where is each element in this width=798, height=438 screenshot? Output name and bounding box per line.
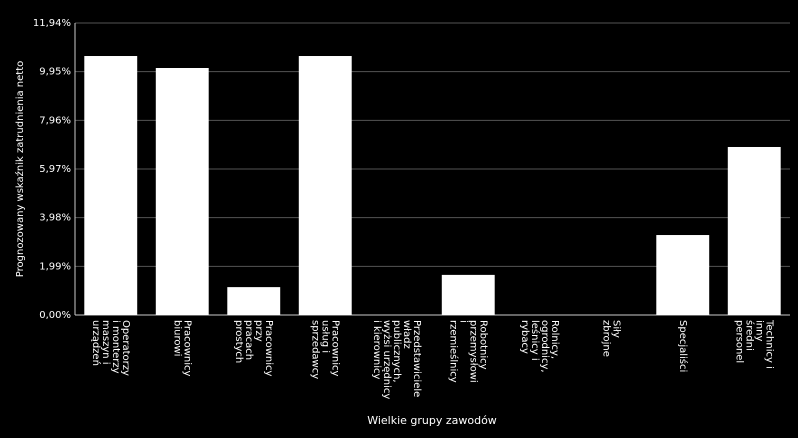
bar [84, 56, 138, 315]
x-tick-label: maszyn i [100, 320, 111, 365]
x-tick-label: Specjaliści [677, 320, 689, 372]
bar [227, 287, 281, 315]
x-tick-label: urządzeń [90, 320, 102, 366]
bar [298, 56, 352, 315]
x-tick-label: prostych [233, 320, 244, 363]
x-tick-label: biurowi [171, 320, 182, 356]
x-tick-label: i [457, 320, 468, 323]
x-tick-label: Pracownicy [263, 320, 274, 377]
bar [656, 235, 710, 315]
x-tick-label: Operatorzy [120, 320, 131, 376]
y-tick-label: 5,97% [39, 164, 71, 175]
x-tick-label: personel [733, 320, 744, 363]
x-tick-label: rzemieślnicy [447, 320, 459, 383]
x-tick-label: sprzedawcy [309, 320, 320, 379]
x-tick-label: władz [401, 320, 412, 349]
y-tick-label: 0,00% [39, 310, 71, 321]
x-tick-label: inny [753, 320, 764, 341]
x-tick-label: publicznych, [391, 320, 402, 383]
x-tick-label: średni [743, 320, 755, 351]
x-tick-label: Pracownicy [181, 320, 192, 377]
x-tick-label: leśnicy i [529, 320, 541, 361]
x-tick-label: Rolnicy, [549, 320, 560, 359]
x-tick-label: ogrodnicy, [539, 320, 550, 373]
x-tick-label: rybacy [519, 320, 530, 354]
y-tick-label: 11,94% [33, 18, 71, 29]
y-tick-label: 9,95% [39, 67, 71, 78]
x-tick-label: wyżsi urzędnicy [381, 320, 392, 399]
x-tick-label: przemysłowi [467, 320, 478, 383]
x-tick-label: i kierownicy [371, 320, 382, 379]
x-axis-label: Wielkie grupy zawodów [367, 414, 497, 427]
bar [155, 67, 209, 315]
x-tick-label: zbrojne [600, 320, 611, 357]
y-tick-label: 7,96% [39, 115, 71, 126]
x-tick-label: Robotnicy [477, 320, 488, 370]
x-tick-label: Siły [610, 320, 621, 338]
y-tick-label: 3,98% [39, 213, 71, 224]
x-tick-label: Technicy i [763, 319, 774, 369]
x-tick-label: usług i [319, 320, 330, 353]
y-axis-label: Prognozowany wskaźnik zatrudnienia netto [14, 61, 26, 277]
x-tick-label: przy [253, 320, 264, 342]
x-tick-label: Przedstawiciele [411, 320, 422, 397]
bar [441, 274, 495, 315]
x-tick-label: pracach [243, 320, 254, 360]
bar [727, 146, 781, 315]
x-tick-label: i monterzy [110, 320, 121, 374]
y-tick-label: 1,99% [39, 261, 71, 272]
x-tick-label: Pracownicy [329, 320, 340, 377]
x-tick-label-group: Specjaliści [677, 320, 689, 372]
